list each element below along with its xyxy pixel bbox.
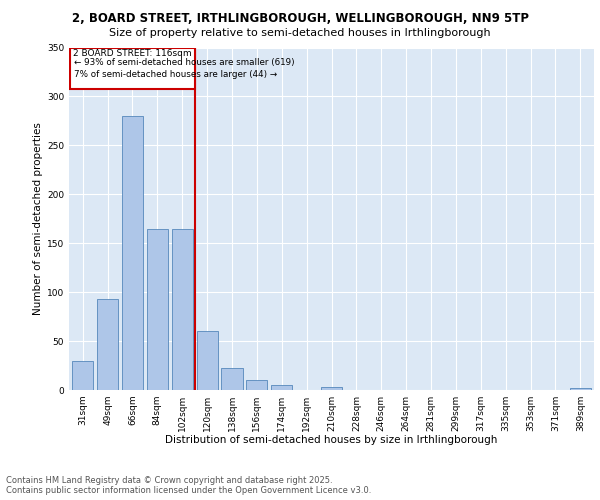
Bar [271, 385, 292, 390]
Text: Size of property relative to semi-detached houses in Irthlingborough: Size of property relative to semi-detach… [109, 28, 491, 38]
Y-axis label: Number of semi-detached properties: Number of semi-detached properties [33, 122, 43, 315]
Bar [70, 48, 194, 88]
Bar [246, 380, 268, 390]
Text: ← 93% of semi-detached houses are smaller (619): ← 93% of semi-detached houses are smalle… [74, 58, 295, 68]
Text: 2 BOARD STREET: 116sqm: 2 BOARD STREET: 116sqm [73, 49, 192, 58]
Text: Contains HM Land Registry data © Crown copyright and database right 2025.
Contai: Contains HM Land Registry data © Crown c… [6, 476, 371, 495]
Bar [97, 299, 118, 390]
Bar [172, 228, 193, 390]
Bar [147, 228, 168, 390]
Bar [197, 332, 218, 390]
Bar [72, 360, 93, 390]
Text: 2, BOARD STREET, IRTHLINGBOROUGH, WELLINGBOROUGH, NN9 5TP: 2, BOARD STREET, IRTHLINGBOROUGH, WELLIN… [71, 12, 529, 26]
Bar [221, 368, 242, 390]
Text: 7% of semi-detached houses are larger (44) →: 7% of semi-detached houses are larger (4… [74, 70, 277, 79]
Bar [122, 116, 143, 390]
Bar [321, 387, 342, 390]
X-axis label: Distribution of semi-detached houses by size in Irthlingborough: Distribution of semi-detached houses by … [166, 436, 497, 446]
Bar [570, 388, 591, 390]
